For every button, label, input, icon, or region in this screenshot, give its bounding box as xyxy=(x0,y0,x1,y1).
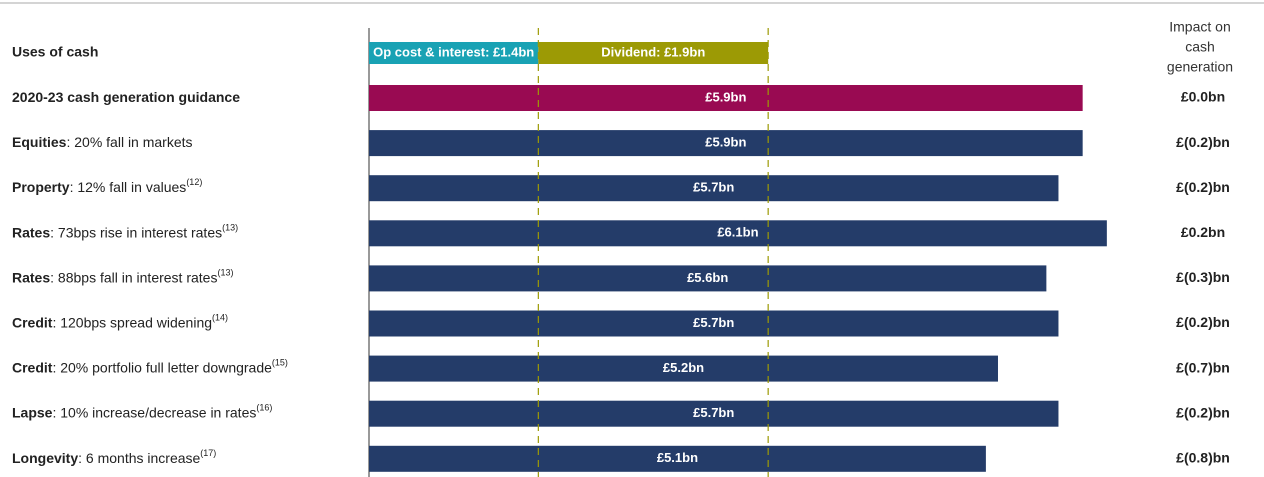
row-name: Longevity xyxy=(12,450,78,466)
row-label: Uses of cash xyxy=(12,44,98,60)
value-label: £5.9bn xyxy=(705,89,746,104)
segment-label: Dividend: £1.9bn xyxy=(601,44,705,59)
value-label: £5.9bn xyxy=(705,135,746,150)
row-note: (13) xyxy=(217,268,233,278)
row-name: Credit xyxy=(12,359,53,375)
bar xyxy=(369,220,1107,247)
row-name: Credit xyxy=(12,314,53,330)
impact-label: £(0.7)bn xyxy=(1176,359,1230,375)
row-detail: : 88bps fall in interest rates xyxy=(50,269,217,285)
row-note: (13) xyxy=(222,223,238,233)
row-detail: : 73bps rise in interest rates xyxy=(50,224,222,240)
value-label: £5.1bn xyxy=(657,450,698,465)
bar xyxy=(369,85,1083,111)
impact-header: Impact on xyxy=(1169,19,1230,35)
row-detail: : 20% portfolio full letter downgrade xyxy=(52,359,272,375)
impact-label: £(0.2)bn xyxy=(1176,314,1230,330)
impact-label: £(0.3)bn xyxy=(1176,269,1230,285)
value-label: £6.1bn xyxy=(717,225,758,240)
bar xyxy=(369,400,1059,427)
row-label: Rates: 88bps fall in interest rates(13) xyxy=(12,268,233,285)
value-label: £5.2bn xyxy=(663,360,704,375)
row-detail: : 12% fall in values xyxy=(70,179,187,195)
impact-header: generation xyxy=(1167,59,1233,75)
row-name: 2020-23 cash generation guidance xyxy=(12,89,240,105)
row-note: (17) xyxy=(200,448,216,458)
row-note: (14) xyxy=(212,313,228,323)
row-label: Credit: 20% portfolio full letter downgr… xyxy=(12,358,288,375)
bar xyxy=(369,355,998,382)
segment xyxy=(369,42,539,64)
row-name: Rates xyxy=(12,224,50,240)
bar xyxy=(369,310,1059,337)
row-label: Equities: 20% fall in markets xyxy=(12,134,193,150)
value-label: £5.6bn xyxy=(687,270,728,285)
impact-label: £0.2bn xyxy=(1181,224,1225,240)
row-label: Rates: 73bps rise in interest rates(13) xyxy=(12,223,238,240)
impact-label: £0.0bn xyxy=(1181,89,1225,105)
row-note: (16) xyxy=(256,403,272,413)
row-detail: : 6 months increase xyxy=(78,450,200,466)
value-label: £5.7bn xyxy=(693,180,734,195)
bar xyxy=(369,445,986,472)
bar xyxy=(369,175,1059,202)
row-label: Credit: 120bps spread widening(14) xyxy=(12,313,228,330)
row-label: Lapse: 10% increase/decrease in rates(16… xyxy=(12,403,272,420)
bar xyxy=(369,130,1083,157)
impact-label: £(0.2)bn xyxy=(1176,179,1230,195)
impact-label: £(0.2)bn xyxy=(1176,134,1230,150)
row-name: Property xyxy=(12,179,70,195)
row-name: Rates xyxy=(12,269,50,285)
value-label: £5.7bn xyxy=(693,315,734,330)
row-label: Longevity: 6 months increase(17) xyxy=(12,448,216,465)
row-detail: : 120bps spread widening xyxy=(52,314,212,330)
segment-label: Op cost & interest: £1.4bn xyxy=(373,44,534,59)
segment xyxy=(538,42,769,64)
row-label: Property: 12% fall in values(12) xyxy=(12,178,202,195)
impact-header: cash xyxy=(1185,39,1215,55)
row-label: 2020-23 cash generation guidance xyxy=(12,89,240,105)
impact-label: £(0.8)bn xyxy=(1176,450,1230,466)
row-note: (12) xyxy=(186,178,202,188)
bar xyxy=(369,265,1047,292)
row-detail: : 20% fall in markets xyxy=(66,134,192,150)
row-name: Lapse xyxy=(12,404,53,420)
row-name: Equities xyxy=(12,134,67,150)
value-label: £5.7bn xyxy=(693,405,734,420)
row-detail: : 10% increase/decrease in rates xyxy=(52,404,256,420)
impact-label: £(0.2)bn xyxy=(1176,404,1230,420)
row-note: (15) xyxy=(272,358,288,368)
